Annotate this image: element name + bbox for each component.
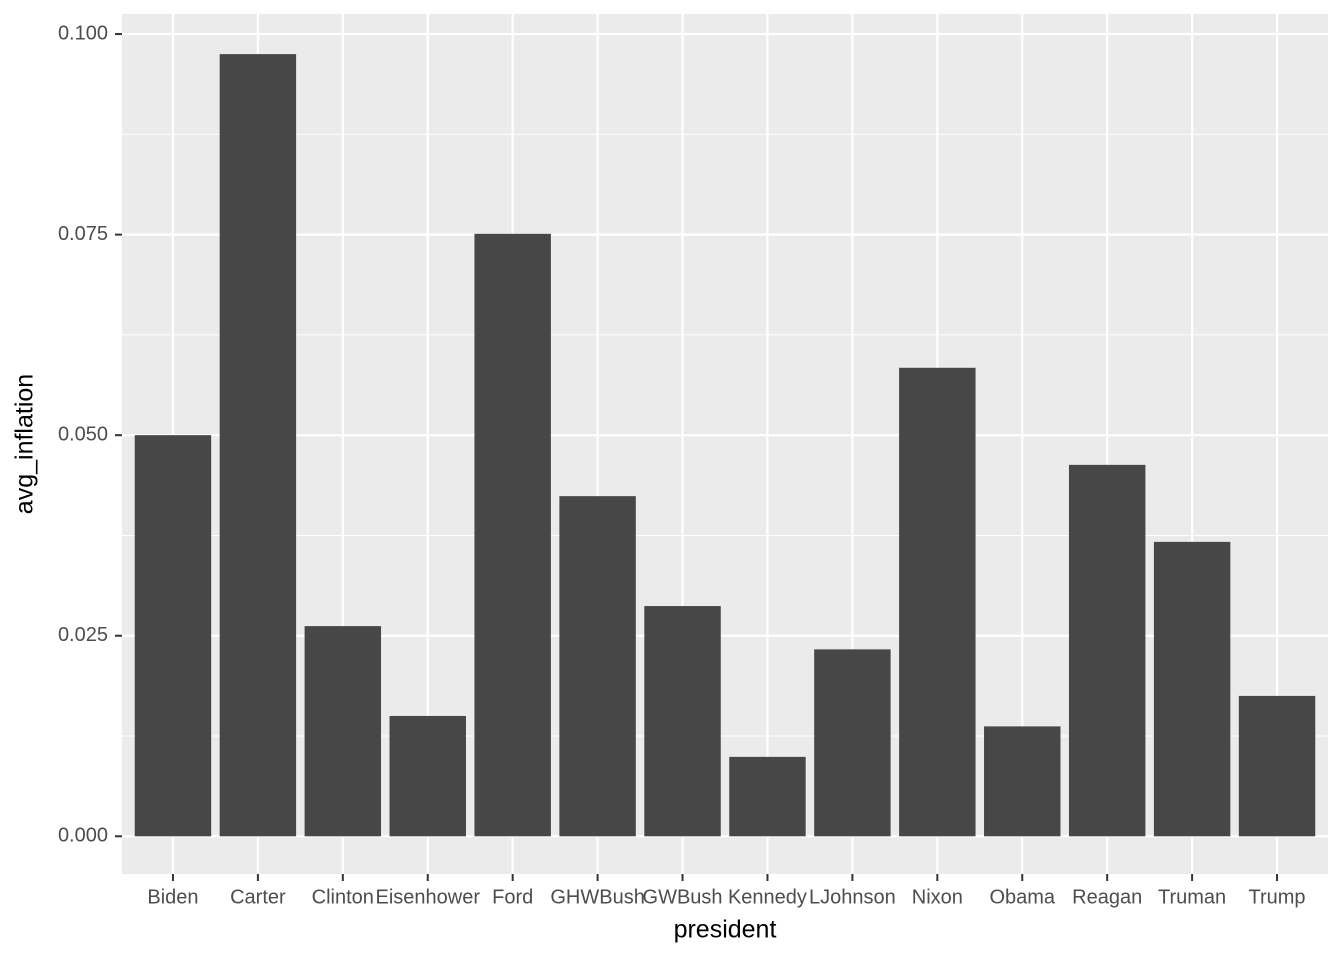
bar — [814, 649, 891, 837]
x-tick-label: Trump — [1249, 886, 1306, 908]
y-tick-label: 0.075 — [58, 223, 108, 245]
bar — [134, 435, 212, 837]
bar — [1238, 695, 1316, 837]
x-tick-label: Ford — [492, 886, 533, 908]
x-axis-title: president — [674, 916, 777, 944]
bar — [644, 606, 721, 837]
x-tick-label: Obama — [989, 886, 1055, 908]
bar — [559, 496, 636, 837]
x-tick-label: Clinton — [312, 886, 374, 908]
x-tick-label: Nixon — [912, 886, 963, 908]
y-axis-title: avg_inflation — [11, 374, 39, 514]
x-tick-label: Biden — [147, 886, 198, 908]
x-tick-label: Eisenhower — [375, 886, 480, 908]
bar — [899, 367, 976, 837]
panel — [122, 14, 1328, 874]
x-tick-label: GWBush — [643, 886, 723, 908]
bar — [219, 54, 297, 837]
x-tick-label: Kennedy — [728, 886, 807, 908]
x-tick-label: LJohnson — [809, 886, 896, 908]
x-tick-label: Carter — [230, 886, 286, 908]
x-tick-label: Truman — [1158, 886, 1226, 908]
bar — [1153, 541, 1231, 837]
bar — [729, 756, 806, 837]
bar — [984, 726, 1061, 837]
bar — [389, 715, 466, 837]
y-tick-label: 0.050 — [58, 423, 108, 445]
x-tick-label: Reagan — [1072, 886, 1142, 908]
bar — [304, 626, 382, 837]
y-tick-label: 0.100 — [58, 22, 108, 44]
x-tick-label: GHWBush — [550, 886, 644, 908]
bar — [474, 233, 551, 837]
y-tick-label: 0.000 — [58, 825, 108, 847]
y-tick-label: 0.025 — [58, 624, 108, 646]
bar — [1068, 464, 1146, 837]
